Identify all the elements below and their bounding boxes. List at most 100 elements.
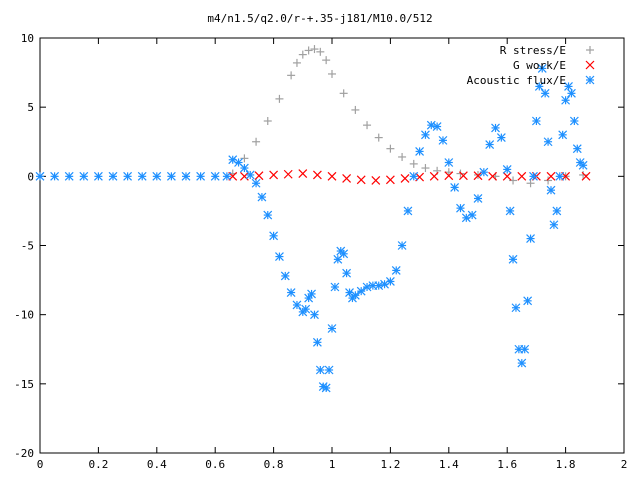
data-point (502, 171, 512, 181)
data-point (421, 130, 430, 140)
data-point (275, 94, 284, 103)
data-point (312, 170, 322, 180)
x-tick-label: 0.8 (264, 458, 284, 471)
data-point (546, 171, 556, 181)
data-point (251, 178, 261, 188)
data-point (397, 241, 407, 250)
data-point (108, 171, 118, 181)
data-point (572, 144, 582, 154)
data-point (342, 268, 352, 278)
data-point (327, 324, 337, 333)
x-tick-label: 0.4 (147, 458, 167, 471)
data-point (438, 135, 448, 145)
data-point (166, 171, 176, 181)
series-2 (228, 169, 591, 185)
data-point (546, 185, 556, 195)
data-point (356, 175, 366, 185)
data-point (534, 81, 544, 91)
data-point (426, 120, 436, 130)
data-point (363, 121, 372, 130)
data-point (579, 170, 588, 179)
series-layer (35, 45, 591, 393)
data-point (350, 290, 360, 300)
data-point (511, 303, 521, 313)
data-point (310, 45, 319, 54)
data-point (421, 164, 430, 173)
data-point (415, 147, 425, 156)
data-point (517, 358, 527, 368)
data-point (210, 171, 220, 181)
data-point (552, 206, 562, 216)
axes: 0 0.2 0.4 0.6 0.8 1 1.2 1.4 1.6 1.8 2 10 5 0 -5 -10 -15 -… (14, 32, 627, 471)
data-point (543, 137, 553, 147)
data-point (374, 281, 384, 291)
data-point (374, 133, 383, 142)
data-point (239, 163, 249, 173)
legend-marker (585, 60, 595, 70)
data-point (485, 140, 495, 149)
data-point (196, 171, 206, 181)
data-point (555, 171, 565, 181)
data-point (473, 171, 483, 181)
y-tick-label: 5 (27, 101, 34, 114)
data-point (488, 171, 498, 181)
data-point (254, 171, 264, 181)
data-point (263, 117, 272, 125)
data-point (283, 169, 293, 179)
data-point (351, 105, 360, 114)
data-point (35, 171, 45, 181)
data-point (93, 171, 103, 181)
x-tick-label: 1.6 (497, 458, 517, 471)
data-point (531, 116, 541, 126)
data-point (292, 300, 302, 310)
y-tick-label: -20 (14, 447, 34, 460)
data-point (467, 210, 477, 220)
data-point (537, 64, 547, 73)
data-point (496, 133, 506, 143)
data-point (558, 130, 568, 140)
data-point (578, 160, 588, 170)
data-point (385, 277, 395, 286)
plot-frame (39, 37, 625, 454)
data-point (321, 383, 331, 393)
data-point (152, 171, 162, 181)
x-tick-label: 0 (37, 458, 44, 471)
data-point (50, 171, 60, 181)
data-point (567, 88, 576, 98)
x-tick-label: 2 (621, 458, 628, 471)
data-point (564, 81, 573, 91)
data-point (275, 252, 284, 261)
x-tick-label: 1 (329, 458, 336, 471)
legend-label: R stress/E (500, 44, 566, 57)
data-point (339, 249, 349, 259)
data-point (316, 47, 325, 56)
data-point (324, 365, 334, 375)
data-point (269, 170, 279, 180)
data-point (444, 158, 454, 167)
data-point (362, 282, 372, 292)
data-point (549, 220, 559, 230)
legend-label: G work/E (513, 59, 566, 72)
data-point (429, 171, 439, 181)
data-point (386, 144, 395, 153)
data-point (403, 206, 413, 216)
data-point (409, 171, 419, 181)
data-point (315, 365, 325, 375)
x-tick-label: 1.4 (439, 458, 459, 471)
data-point (304, 46, 313, 55)
data-point (64, 171, 74, 181)
data-point (523, 296, 533, 306)
legend-marker (585, 75, 595, 85)
data-point (505, 206, 515, 216)
data-point (292, 58, 301, 67)
data-point (79, 171, 89, 181)
data-point (330, 282, 340, 292)
data-point (322, 56, 331, 65)
series-3 (35, 64, 588, 393)
legend-label: Acoustic flux/E (467, 74, 566, 87)
data-point (581, 171, 591, 181)
data-point (517, 171, 527, 181)
data-point (280, 271, 290, 281)
data-point (312, 337, 322, 347)
data-point (502, 164, 512, 174)
